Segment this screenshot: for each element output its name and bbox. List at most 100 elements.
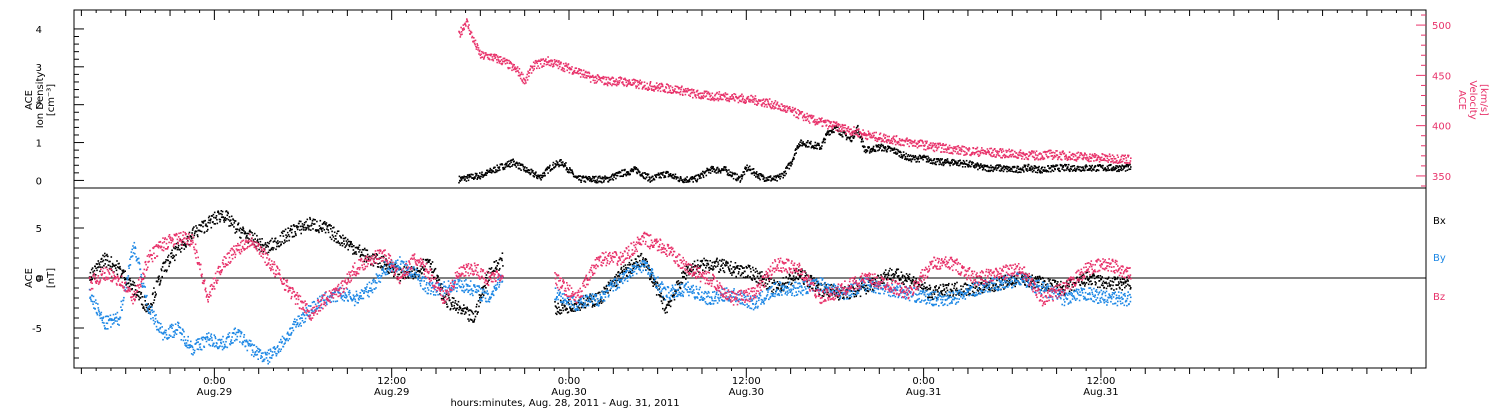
data-point: [632, 263, 634, 266]
data-point: [1046, 155, 1048, 158]
data-point: [539, 174, 542, 177]
data-point: [887, 140, 890, 142]
data-point: [1077, 158, 1079, 160]
data-point: [598, 291, 600, 294]
data-point: [447, 294, 450, 297]
data-point: [932, 149, 935, 152]
data-point: [547, 56, 549, 58]
data-point: [990, 154, 992, 157]
data-point: [334, 235, 337, 237]
data-point: [973, 164, 976, 167]
data-point: [647, 267, 649, 270]
data-point: [702, 269, 704, 271]
data-point: [1116, 159, 1118, 162]
data-point: [133, 294, 135, 296]
data-point: [768, 280, 771, 283]
data-point: [749, 99, 752, 101]
data-point: [955, 148, 958, 150]
data-point: [762, 174, 764, 176]
data-point: [92, 271, 94, 273]
data-point: [794, 279, 796, 281]
data-point: [143, 296, 146, 298]
data-point: [708, 92, 711, 95]
data-point: [527, 169, 530, 171]
data-point: [557, 302, 559, 305]
data-point: [997, 151, 1000, 153]
data-point: [322, 227, 324, 229]
data-point: [1017, 153, 1019, 156]
data-point: [246, 234, 248, 237]
data-point: [824, 138, 827, 141]
data-point: [292, 235, 294, 238]
data-point: [679, 176, 682, 178]
data-point: [871, 149, 874, 151]
data-point: [1016, 165, 1019, 168]
data-point: [1039, 169, 1041, 172]
data-point: [598, 180, 601, 183]
data-point: [1124, 170, 1127, 172]
data-point: [256, 234, 258, 237]
data-point: [696, 89, 699, 92]
data-point: [790, 283, 792, 286]
data-point: [722, 270, 725, 272]
data-point: [766, 98, 769, 101]
data-point: [668, 91, 671, 94]
data-point: [676, 91, 678, 93]
data-point: [803, 114, 805, 117]
data-point: [1079, 154, 1081, 156]
data-point: [906, 155, 909, 158]
data-point: [522, 168, 525, 171]
data-point: [337, 240, 339, 243]
data-point: [764, 103, 767, 106]
data-point: [653, 90, 655, 92]
data-point: [845, 134, 847, 137]
data-point: [628, 172, 630, 175]
data-point: [145, 310, 147, 313]
data-point: [832, 125, 834, 128]
data-point: [133, 281, 136, 284]
data-point: [587, 178, 589, 181]
data-point: [459, 36, 462, 38]
data-point: [804, 144, 807, 147]
data-point: [742, 267, 744, 269]
data-point: [645, 266, 648, 268]
data-point: [785, 172, 787, 175]
data-point: [892, 148, 894, 150]
data-point: [945, 161, 947, 163]
data-point: [386, 270, 389, 273]
data-point: [553, 59, 556, 61]
data-point: [483, 55, 486, 58]
data-point: [992, 170, 994, 173]
data-point: [1045, 169, 1047, 171]
data-point: [174, 245, 177, 248]
data-point: [1023, 158, 1026, 160]
data-point: [224, 216, 226, 219]
data-point: [957, 151, 959, 153]
data-point: [102, 254, 104, 257]
data-point: [755, 98, 757, 100]
data-point: [964, 162, 966, 165]
data-point: [162, 262, 165, 265]
data-point: [163, 261, 165, 264]
data-point: [549, 164, 551, 167]
data-point: [449, 307, 452, 310]
data-point: [335, 241, 338, 244]
data-point: [881, 282, 884, 284]
data-point: [179, 239, 182, 241]
data-point: [466, 306, 468, 309]
data-point: [295, 225, 298, 227]
data-point: [755, 176, 757, 178]
data-point: [774, 106, 776, 108]
data-point: [1030, 152, 1033, 154]
data-point: [561, 163, 564, 166]
data-point: [632, 169, 635, 171]
data-point: [475, 306, 478, 308]
data-point: [482, 176, 484, 178]
data-point: [829, 121, 831, 123]
data-point: [392, 268, 395, 271]
data-point: [529, 173, 532, 175]
data-point: [1064, 155, 1066, 158]
data-point: [685, 265, 688, 268]
data-point: [333, 226, 335, 229]
data-point: [752, 274, 754, 277]
